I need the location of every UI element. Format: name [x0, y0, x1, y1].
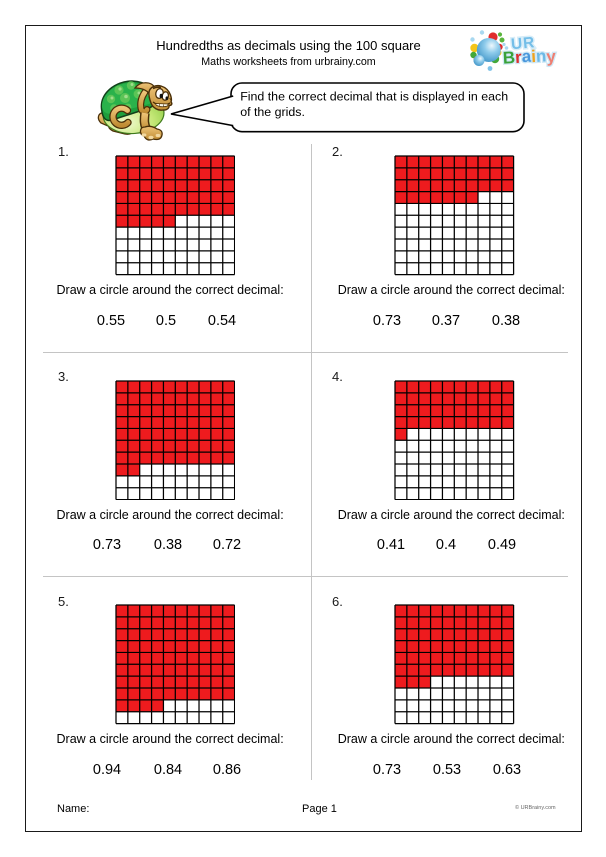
svg-text:Brainy: Brainy: [502, 45, 556, 68]
svg-text:Find the correct decimal that: Find the correct decimal that is display…: [240, 89, 508, 103]
svg-text:UR: UR: [510, 34, 535, 53]
svg-text:of the grids.: of the grids.: [240, 105, 305, 119]
